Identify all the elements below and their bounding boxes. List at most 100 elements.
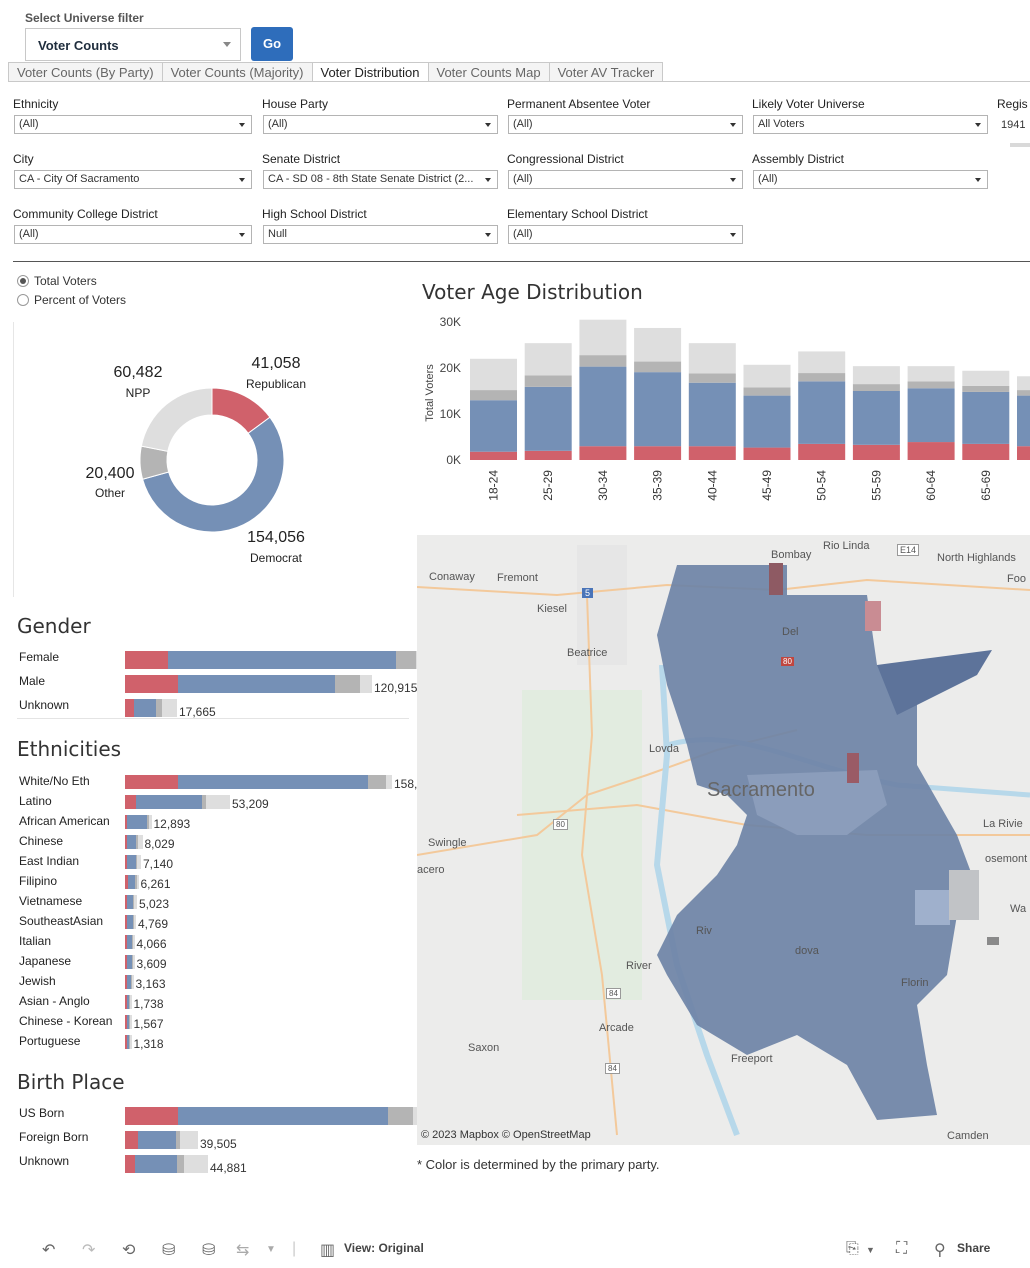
community-college-filter-dropdown[interactable]: (All) bbox=[14, 225, 252, 244]
age-bar-55-59-democrat[interactable] bbox=[852, 391, 900, 445]
age-bar-55-59-other[interactable] bbox=[852, 384, 900, 391]
age-bar-65-69-other[interactable] bbox=[962, 385, 1010, 392]
share-icon[interactable]: ⚲ bbox=[934, 1242, 946, 1259]
breakdown-row[interactable]: Latino 53,209 bbox=[0, 792, 410, 812]
breakdown-row[interactable]: Chinese 8,029 bbox=[0, 832, 410, 852]
age-bar-35-39-npp[interactable] bbox=[634, 327, 682, 362]
breakdown-row[interactable]: Male 120,915 bbox=[0, 672, 417, 696]
breakdown-row[interactable]: US Born191,610 bbox=[0, 1104, 476, 1128]
assembly-filter-dropdown[interactable]: (All) bbox=[753, 170, 988, 189]
house-party-filter-dropdown[interactable]: (All) bbox=[263, 115, 498, 134]
age-bar-18-24-democrat[interactable] bbox=[470, 400, 517, 452]
age-bar-40-44-democrat[interactable] bbox=[688, 382, 736, 447]
universe-filter-select[interactable]: Voter Counts bbox=[25, 28, 241, 61]
age-bar-60-64-npp[interactable] bbox=[907, 366, 955, 382]
voter-map[interactable]: Rio Linda Bombay E14 North Highlands Foo… bbox=[417, 535, 1030, 1145]
refresh-data-icon[interactable]: ⛁ bbox=[162, 1242, 176, 1259]
ethnicity-filter-dropdown[interactable]: (All) bbox=[14, 115, 252, 134]
age-bar-70+-other[interactable] bbox=[1017, 390, 1030, 396]
age-bar-55-59-npp[interactable] bbox=[852, 366, 900, 385]
age-bar-30-34-republican[interactable] bbox=[579, 446, 627, 460]
tab-voter-distribution[interactable]: Voter Distribution bbox=[311, 62, 429, 81]
age-bar-50-54-republican[interactable] bbox=[798, 443, 846, 460]
revert-icon[interactable]: ⟲ bbox=[122, 1242, 136, 1259]
radio-percent-voters[interactable]: Percent of Voters bbox=[17, 293, 126, 307]
age-bar-30-34-other[interactable] bbox=[579, 355, 627, 367]
age-bar-65-69-republican[interactable] bbox=[962, 443, 1010, 460]
download-icon[interactable]: ⎘ bbox=[846, 1240, 859, 1257]
age-bar-18-24-other[interactable] bbox=[470, 390, 517, 401]
breakdown-row[interactable]: Asian - Anglo 1,738 bbox=[0, 992, 410, 1012]
registration-filter-value[interactable]: 1941 bbox=[1001, 119, 1026, 131]
share-button[interactable]: Share bbox=[957, 1241, 991, 1255]
age-bar-55-59-republican[interactable] bbox=[852, 444, 900, 460]
age-bar-18-24-npp[interactable] bbox=[470, 358, 517, 391]
age-bar-60-64-republican[interactable] bbox=[907, 442, 955, 460]
breakdown-row[interactable]: Filipino 6,261 bbox=[0, 872, 410, 892]
redo-icon[interactable]: ↷ bbox=[82, 1242, 96, 1259]
age-bar-70+-npp[interactable] bbox=[1017, 376, 1030, 391]
senate-filter-dropdown[interactable]: CA - SD 08 - 8th State Senate District (… bbox=[263, 170, 498, 189]
age-bar-45-49-npp[interactable] bbox=[743, 364, 791, 388]
radio-total-voters[interactable]: Total Voters bbox=[17, 274, 97, 288]
age-bar-25-29-other[interactable] bbox=[524, 375, 572, 387]
pause-updates-icon[interactable]: ⛁ bbox=[202, 1242, 216, 1259]
age-bar-65-69-democrat[interactable] bbox=[962, 391, 1010, 444]
age-bar-60-64-other[interactable] bbox=[907, 381, 955, 389]
age-bar-70+-democrat[interactable] bbox=[1017, 395, 1030, 447]
age-bar-35-39-democrat[interactable] bbox=[634, 372, 682, 447]
breakdown-row[interactable]: Italian 4,066 bbox=[0, 932, 410, 952]
tab-voter-counts-majority[interactable]: Voter Counts (Majority) bbox=[161, 62, 313, 81]
map-copyright[interactable]: © 2023 Mapbox © OpenStreetMap bbox=[421, 1129, 591, 1141]
registration-slider-track[interactable] bbox=[1010, 143, 1030, 147]
donut-slice-npp[interactable] bbox=[140, 387, 213, 452]
breakdown-row[interactable]: Japanese 3,609 bbox=[0, 952, 410, 972]
age-bar-45-49-other[interactable] bbox=[743, 387, 791, 396]
age-bar-30-34-democrat[interactable] bbox=[579, 366, 627, 447]
undo-icon[interactable]: ↶ bbox=[42, 1242, 56, 1259]
tab-voter-counts-by-party[interactable]: Voter Counts (By Party) bbox=[8, 62, 163, 81]
breakdown-row[interactable]: Female137,416 bbox=[0, 648, 479, 672]
elementary-filter-dropdown[interactable]: (All) bbox=[508, 225, 743, 244]
age-bar-50-54-npp[interactable] bbox=[798, 351, 846, 374]
age-bar-35-39-other[interactable] bbox=[634, 361, 682, 373]
age-bar-18-24-republican[interactable] bbox=[470, 451, 517, 460]
age-bar-25-29-republican[interactable] bbox=[524, 450, 572, 460]
custom-view-icon[interactable]: ▥ bbox=[320, 1242, 336, 1259]
fullscreen-icon[interactable]: ⛶ bbox=[896, 1240, 908, 1257]
breakdown-row[interactable]: African American 12,893 bbox=[0, 812, 410, 832]
age-bar-45-49-republican[interactable] bbox=[743, 447, 791, 460]
chevron-down-icon[interactable]: ▼ bbox=[866, 1245, 875, 1255]
breakdown-row[interactable]: White/No Eth 158,721 bbox=[0, 772, 437, 792]
breakdown-row[interactable]: Unknown 17,665 bbox=[0, 696, 410, 720]
breakdown-row[interactable]: SoutheastAsian 4,769 bbox=[0, 912, 410, 932]
high-school-filter-dropdown[interactable]: Null bbox=[263, 225, 498, 244]
age-bar-45-49-democrat[interactable] bbox=[743, 395, 791, 448]
breakdown-row[interactable]: Foreign Born 39,505 bbox=[0, 1128, 410, 1152]
breakdown-row[interactable]: Unknown 44,881 bbox=[0, 1152, 410, 1176]
go-button[interactable]: Go bbox=[251, 27, 293, 61]
age-bar-25-29-npp[interactable] bbox=[524, 343, 572, 376]
donut-slice-democrat[interactable] bbox=[142, 416, 285, 533]
city-filter-dropdown[interactable]: CA - City Of Sacramento bbox=[14, 170, 252, 189]
breakdown-row[interactable]: Vietnamese 5,023 bbox=[0, 892, 410, 912]
replay-animation-icon[interactable]: ⇆ bbox=[236, 1242, 250, 1259]
likely-voter-filter-dropdown[interactable]: All Voters bbox=[753, 115, 988, 134]
breakdown-row[interactable]: Jewish 3,163 bbox=[0, 972, 410, 992]
age-bar-25-29-democrat[interactable] bbox=[524, 386, 572, 451]
age-bar-60-64-democrat[interactable] bbox=[907, 388, 955, 443]
age-bar-50-54-democrat[interactable] bbox=[798, 381, 846, 444]
age-bar-40-44-npp[interactable] bbox=[688, 343, 736, 374]
age-bar-30-34-npp[interactable] bbox=[579, 319, 627, 356]
age-bar-40-44-other[interactable] bbox=[688, 373, 736, 383]
breakdown-row[interactable]: East Indian 7,140 bbox=[0, 852, 410, 872]
age-bar-50-54-other[interactable] bbox=[798, 373, 846, 382]
tab-voter-counts-map[interactable]: Voter Counts Map bbox=[427, 62, 550, 81]
tab-voter-av-tracker[interactable]: Voter AV Tracker bbox=[548, 62, 664, 81]
age-bar-65-69-npp[interactable] bbox=[962, 370, 1010, 386]
age-bar-40-44-republican[interactable] bbox=[688, 446, 736, 460]
breakdown-row[interactable]: Portuguese 1,318 bbox=[0, 1032, 410, 1052]
view-original-button[interactable]: View: Original bbox=[344, 1241, 424, 1255]
age-bar-70+-republican[interactable] bbox=[1017, 446, 1030, 460]
age-bar-35-39-republican[interactable] bbox=[634, 446, 682, 460]
